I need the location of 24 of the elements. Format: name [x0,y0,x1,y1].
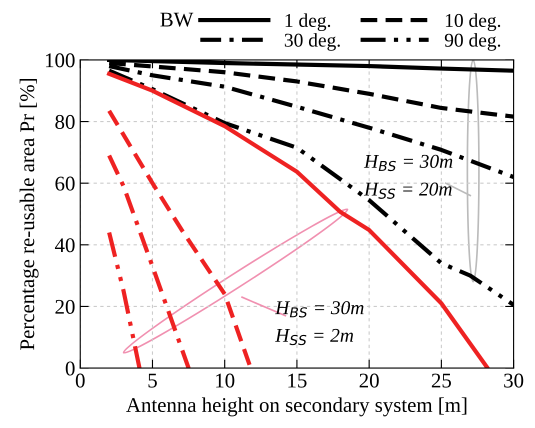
x-tick-label: 0 [76,374,85,388]
x-axis-title: Antenna height on secondary system [m] [126,397,466,416]
legend-title: BW [160,12,194,27]
legend-label: 10 deg. [446,13,500,32]
x-tick-label: 5 [148,374,157,388]
y-tick-label: 60 [55,176,75,191]
legend-label: 30 deg. [284,33,340,51]
annotation: H$_{SS}$ = 20m [364,182,452,199]
legend-label: 1 deg. [286,13,330,32]
legend-label: 90 deg. [444,33,500,51]
annotation: H$_{SS}$ = 2m [275,328,354,346]
annotation: H$_{BS}$ = 30m [364,154,452,172]
y-tick-label: 80 [55,114,75,129]
x-tick-label: 10 [216,374,234,388]
x-tick-label: 20 [360,374,379,388]
x-tick-label: 15 [288,374,307,388]
x-tick-label: 25 [432,374,451,388]
y-tick-label: 20 [55,300,75,314]
y-tick-label: 100 [46,53,75,68]
y-tick-label: 0 [66,361,75,376]
annotation: H$_{BS}$ = 30m [275,301,364,318]
y-axis-title: Percentage re-usable area Pr [%] [20,79,39,350]
x-tick-label: 30 [504,374,524,388]
y-tick-label: 40 [54,238,75,252]
